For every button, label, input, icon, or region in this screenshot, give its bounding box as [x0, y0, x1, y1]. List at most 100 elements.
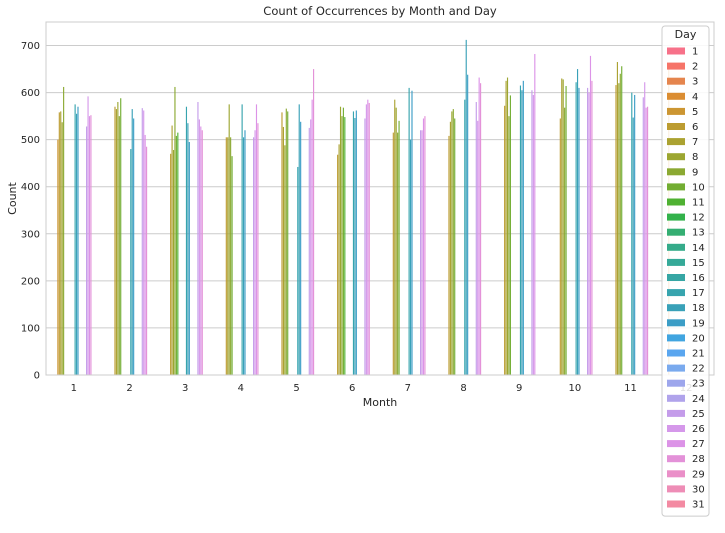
- bar: [506, 77, 509, 375]
- legend-label: 3: [692, 77, 698, 88]
- bar: [354, 118, 356, 376]
- legend-label: 20: [692, 333, 705, 344]
- bar: [170, 153, 172, 375]
- bar: [532, 94, 534, 375]
- bar: [141, 108, 143, 375]
- bar: [561, 78, 563, 375]
- legend-swatch: [667, 77, 685, 85]
- y-tick-label: 400: [21, 182, 40, 193]
- bar: [88, 116, 91, 375]
- y-tick-label: 200: [21, 276, 40, 287]
- bar: [364, 118, 366, 375]
- x-tick-label: 5: [293, 383, 299, 394]
- bar: [300, 121, 302, 375]
- legend-swatch: [667, 455, 685, 463]
- legend-label: 13: [692, 228, 705, 239]
- legend-label: 1: [692, 47, 698, 58]
- bar: [58, 112, 60, 376]
- bar: [115, 109, 117, 375]
- bar: [587, 87, 589, 375]
- legend-swatch: [667, 319, 685, 327]
- bar: [452, 109, 454, 375]
- legend-swatch: [667, 304, 685, 312]
- legend-swatch: [667, 168, 685, 176]
- bar: [408, 87, 410, 375]
- legend-swatch: [667, 470, 685, 478]
- legend-label: 27: [692, 439, 705, 450]
- legend-swatch: [667, 258, 685, 266]
- legend-swatch: [667, 153, 685, 161]
- bar: [281, 112, 283, 376]
- y-tick-label: 700: [21, 41, 40, 52]
- bar: [392, 132, 394, 375]
- bar: [225, 137, 227, 375]
- bar: [589, 55, 592, 375]
- bar: [521, 90, 523, 375]
- bar: [57, 139, 59, 375]
- bar: [395, 107, 397, 376]
- bar: [143, 110, 145, 375]
- bar: [131, 109, 133, 375]
- bar: [342, 107, 344, 376]
- bar: [172, 150, 175, 375]
- legend-label: 2: [692, 62, 698, 73]
- legend: Day 123456789101112131415161718192021222…: [661, 25, 710, 517]
- bar: [631, 92, 633, 375]
- legend-swatch: [667, 274, 685, 281]
- bar: [591, 80, 593, 375]
- bar: [564, 107, 566, 376]
- bar: [480, 83, 482, 375]
- bar: [144, 134, 146, 375]
- bar: [365, 104, 367, 375]
- bar: [368, 102, 370, 376]
- legend-swatch: [667, 183, 685, 191]
- bar: [310, 119, 312, 375]
- bar: [308, 127, 310, 376]
- x-tick-label: 7: [405, 383, 411, 394]
- bar: [313, 69, 315, 376]
- legend-swatch: [667, 500, 685, 508]
- bar: [130, 149, 132, 375]
- x-axis-label: Month: [363, 396, 398, 409]
- legend-label: 25: [692, 409, 705, 420]
- legend-label: 29: [692, 469, 705, 480]
- legend-swatch: [667, 228, 685, 236]
- bar: [287, 111, 289, 375]
- bar: [615, 85, 617, 375]
- bar: [394, 99, 396, 375]
- legend-label: 28: [692, 454, 705, 465]
- bar: [509, 95, 511, 375]
- legend-swatch: [667, 425, 685, 432]
- bar: [230, 137, 232, 375]
- bar: [242, 137, 245, 375]
- bar: [337, 154, 339, 375]
- legend-swatch: [667, 198, 685, 206]
- legend-label: 12: [692, 213, 705, 224]
- y-tick-label: 500: [21, 135, 40, 146]
- bar: [397, 132, 399, 375]
- legend-label: 15: [692, 258, 705, 269]
- bar: [61, 122, 63, 375]
- bar: [257, 123, 259, 376]
- bar: [118, 116, 120, 375]
- bar: [422, 118, 425, 375]
- y-tick-labels: 0 100 200 300 400 500 600 700: [21, 41, 40, 381]
- legend-label: 22: [692, 364, 705, 375]
- legend-label: 31: [692, 500, 705, 511]
- bar: [645, 107, 647, 376]
- bar: [647, 106, 649, 375]
- bar: [200, 126, 202, 375]
- bar: [616, 62, 618, 376]
- bar: [77, 106, 79, 375]
- legend-label: 7: [692, 137, 698, 148]
- bar: [588, 92, 590, 375]
- bar: [634, 94, 636, 375]
- bar: [575, 82, 577, 375]
- legend-label: 11: [692, 198, 705, 209]
- bar: [171, 125, 173, 376]
- bar: [175, 135, 177, 375]
- legend-swatch: [667, 394, 685, 402]
- bar: [198, 119, 200, 375]
- legend-swatch: [667, 62, 685, 70]
- bar: [177, 132, 179, 375]
